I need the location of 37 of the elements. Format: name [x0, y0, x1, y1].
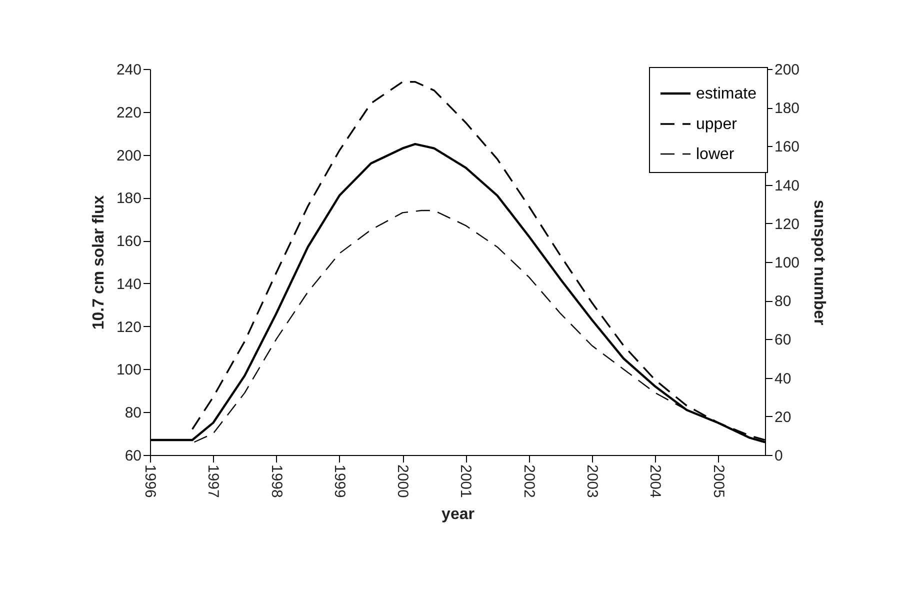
y-tick-label: 220 — [116, 104, 142, 122]
y-tick-label: 60 — [124, 448, 142, 464]
x-tick-label: 2004 — [646, 464, 664, 498]
x-axis-title: year — [442, 506, 474, 523]
x-tick-label: 2001 — [457, 464, 474, 498]
legend-label: lower — [696, 146, 735, 163]
x-tick-label: 1996 — [142, 464, 158, 498]
y-tick-label: 100 — [116, 362, 142, 379]
y-tick-label: 180 — [116, 190, 142, 208]
y2-tick-label: 160 — [774, 138, 800, 156]
y2-tick-label: 40 — [774, 370, 792, 388]
y2-tick-label: 140 — [774, 177, 800, 194]
legend-label: estimate — [696, 86, 757, 102]
y2-tick-label: 120 — [774, 216, 800, 233]
y2-axis-title: sunspot number — [810, 200, 828, 326]
x-tick-label: 1998 — [268, 464, 285, 498]
y2-tick-label: 180 — [774, 100, 800, 118]
y2-tick-label: 0 — [774, 448, 783, 464]
y-tick-label: 160 — [116, 233, 142, 250]
x-tick-label: 2002 — [520, 464, 538, 498]
y2-tick-label: 200 — [774, 62, 800, 78]
legend-label: upper — [696, 116, 738, 133]
x-tick-label: 2003 — [583, 464, 600, 498]
x-tick-label: 2005 — [710, 464, 727, 498]
y-tick-label: 200 — [116, 147, 142, 164]
y-tick-label: 240 — [116, 62, 142, 78]
y-tick-label: 80 — [124, 404, 142, 422]
x-tick-label: 2000 — [394, 464, 412, 498]
y2-tick-label: 60 — [774, 332, 792, 349]
y-axis-title: 10.7 cm solar flux — [90, 195, 108, 330]
x-tick-label: 1999 — [330, 464, 348, 498]
y2-tick-label: 100 — [774, 254, 800, 272]
x-tick-label: 1997 — [204, 464, 222, 498]
y2-tick-label: 80 — [774, 293, 792, 310]
y-tick-label: 120 — [116, 318, 142, 336]
y-tick-label: 140 — [116, 276, 142, 293]
y2-tick-label: 20 — [774, 408, 792, 426]
